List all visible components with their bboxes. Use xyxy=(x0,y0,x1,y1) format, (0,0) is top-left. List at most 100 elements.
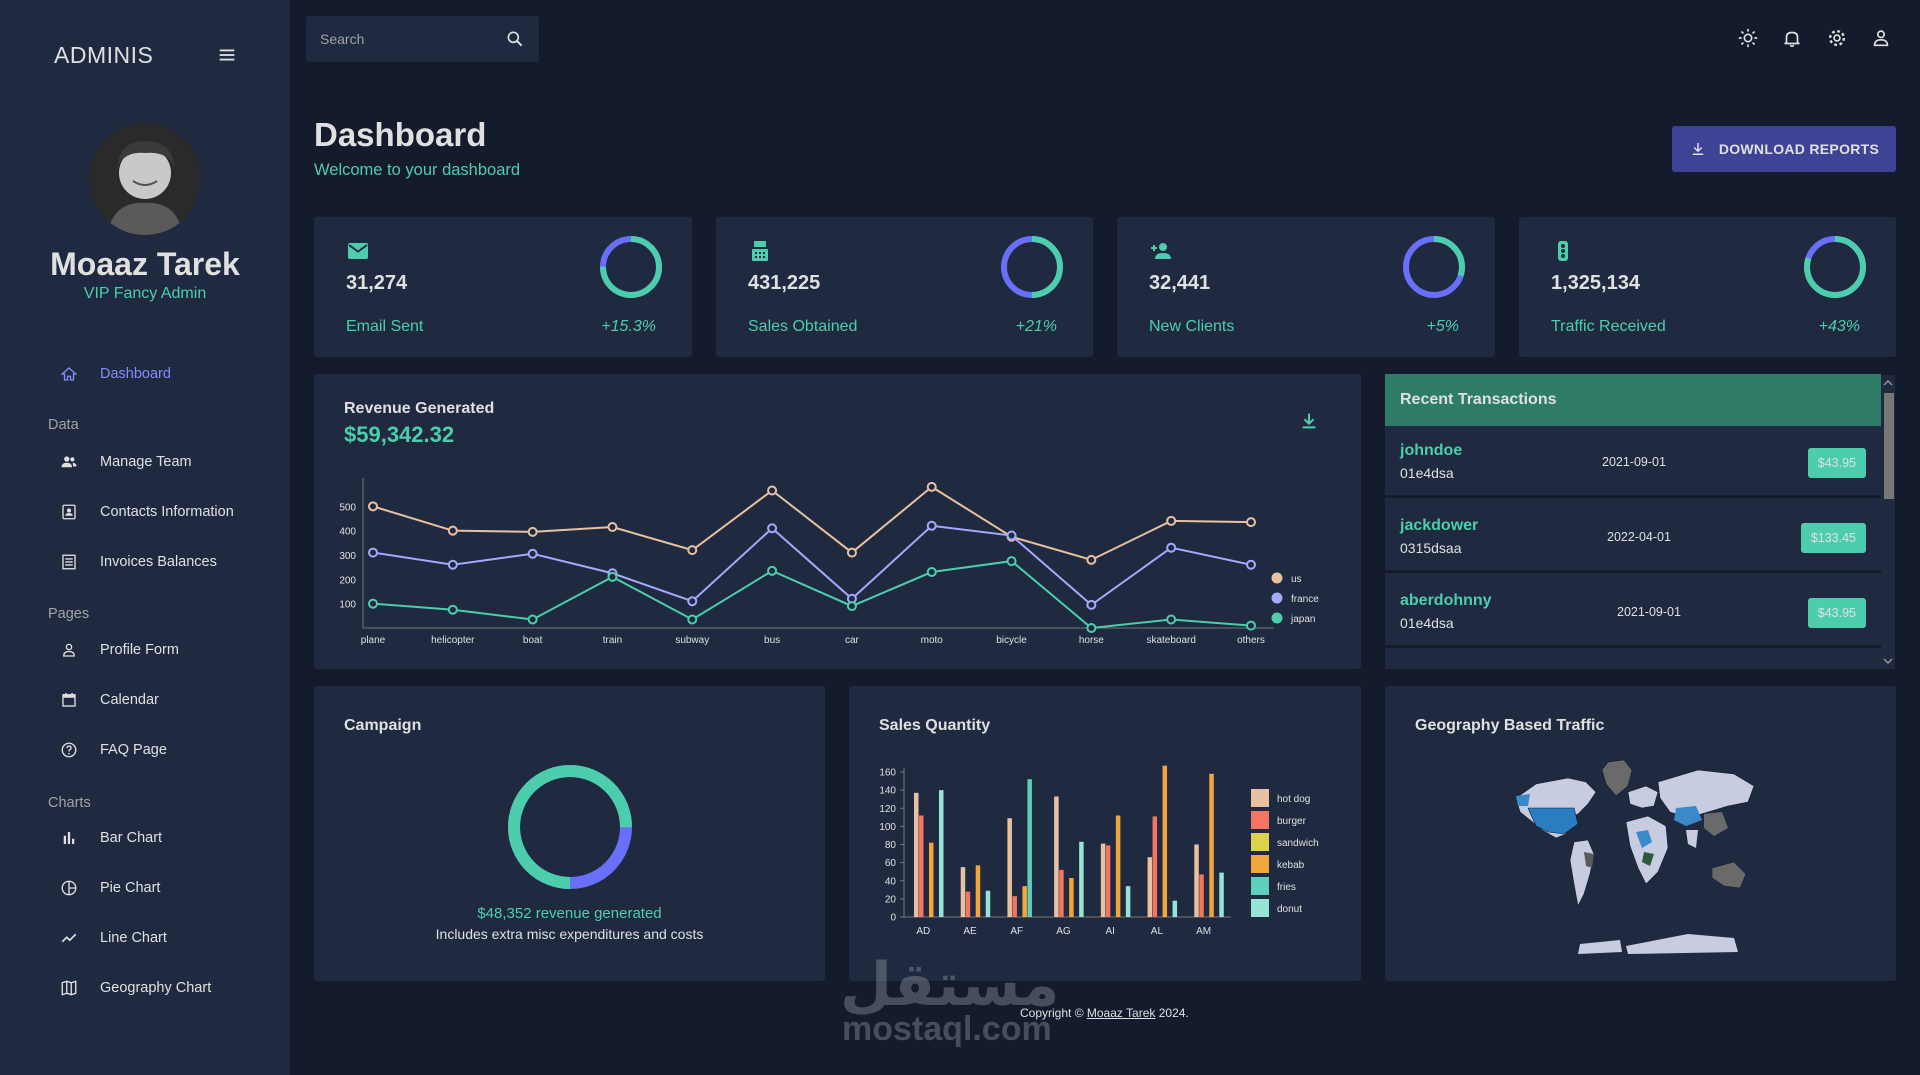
stat-card-sales: 431,225 Sales Obtained +21% xyxy=(716,217,1093,357)
revenue-title: Revenue Generated xyxy=(344,400,495,417)
user-name: Moaaz Tarek xyxy=(50,246,240,282)
menu-toggle-icon[interactable] xyxy=(216,44,238,66)
revenue-card: Revenue Generated $59,342.32 100 200 300 40… xyxy=(314,374,1361,669)
bar-donut xyxy=(1125,886,1131,917)
legend-label: donut xyxy=(1277,904,1302,915)
transaction-row: jackdower 0315dsaa 2022-04-01 $133.45 xyxy=(1385,501,1881,573)
sidebar-item-dashboard[interactable]: Dashboard xyxy=(50,354,270,394)
data-point-france xyxy=(447,559,458,570)
x-tick-label: AD xyxy=(916,926,930,937)
scrollbar-thumb[interactable] xyxy=(1884,393,1894,499)
bar-hot-dog xyxy=(914,792,919,917)
legend-label: us xyxy=(1291,574,1302,585)
data-point-france xyxy=(1166,542,1177,553)
watermark: مستقل mostaql.com xyxy=(840,950,1080,1050)
download-reports-button[interactable]: DOWNLOAD REPORTS xyxy=(1672,126,1896,172)
pie-chart-icon xyxy=(58,877,80,899)
x-tick-label: AI xyxy=(1105,926,1114,937)
data-point-japan xyxy=(1006,556,1017,567)
x-tick-label: car xyxy=(845,635,860,646)
x-tick-label: moto xyxy=(921,635,944,646)
traffic-icon xyxy=(1551,239,1575,268)
notifications-icon[interactable] xyxy=(1781,27,1803,49)
geography-card: Geography Based Traffic xyxy=(1385,686,1896,981)
download-icon[interactable] xyxy=(1298,410,1320,437)
sidebar-item-pie-chart[interactable]: Pie Chart xyxy=(50,868,270,908)
section-pages: Pages xyxy=(48,606,90,622)
sidebar-item-label: Profile Form xyxy=(100,642,179,658)
sidebar-item-label: Bar Chart xyxy=(100,830,163,846)
stat-value: 431,225 xyxy=(748,272,821,294)
transaction-user: jackdower xyxy=(1400,517,1479,534)
data-point-japan xyxy=(767,565,778,576)
sidebar-item-line-chart[interactable]: Line Chart xyxy=(50,918,270,958)
search-bar xyxy=(306,16,539,62)
download-icon xyxy=(1692,143,1704,155)
scroll-up-icon[interactable] xyxy=(1881,377,1895,389)
user-role: VIP Fancy Admin xyxy=(83,285,207,302)
x-tick-label: bus xyxy=(764,635,780,646)
y-tick-label: 20 xyxy=(885,894,897,905)
search-icon[interactable] xyxy=(505,29,525,54)
series-line-japan xyxy=(372,560,1252,630)
legend-swatch xyxy=(1251,899,1269,917)
stat-card-traffic: 1,325,134 Traffic Received +43% xyxy=(1519,217,1896,357)
light-mode-icon[interactable] xyxy=(1737,27,1759,49)
stat-label: New Clients xyxy=(1149,318,1235,335)
bar-kebab xyxy=(1022,886,1027,917)
revenue-line-chart: 100 200 300 400 500 plane helicopter boat train s… xyxy=(339,478,1319,646)
watermark-arabic: مستقل xyxy=(840,950,1060,1020)
account-icon[interactable] xyxy=(1870,27,1892,49)
data-point-japan xyxy=(607,571,618,582)
data-point-japan xyxy=(1166,614,1177,625)
person-add-icon xyxy=(1149,239,1173,268)
stat-value: 1,325,134 xyxy=(1551,272,1640,294)
sidebar-item-label: Geography Chart xyxy=(100,980,212,996)
transaction-row: aberdohnny 01e4dsa 2021-09-01 $43.95 xyxy=(1385,576,1881,648)
sidebar-item-contacts[interactable]: Contacts Information xyxy=(50,492,270,532)
sidebar-item-geography-chart[interactable]: Geography Chart xyxy=(50,968,270,1008)
sidebar-item-bar-chart[interactable]: Bar Chart xyxy=(50,818,270,858)
transaction-id: 01e4dsa xyxy=(1400,615,1454,631)
stat-label: Sales Obtained xyxy=(748,318,858,335)
stat-increase: +43% xyxy=(1818,318,1860,335)
receipt-icon xyxy=(58,551,80,573)
campaign-progress-circle xyxy=(508,765,632,889)
transaction-cost: $43.95 xyxy=(1807,448,1866,478)
settings-icon[interactable] xyxy=(1826,27,1848,49)
legend-label: sandwich xyxy=(1277,838,1319,849)
search-input[interactable] xyxy=(320,28,490,50)
footer-author-link[interactable]: Moaaz Tarek xyxy=(1086,1006,1156,1020)
bar-kebab xyxy=(1209,773,1214,917)
sidebar-item-faq[interactable]: FAQ Page xyxy=(50,730,270,770)
stat-increase: +21% xyxy=(1015,318,1057,335)
bar-hot-dog xyxy=(1054,796,1059,917)
geography-title: Geography Based Traffic xyxy=(1415,717,1605,734)
x-tick-label: AM xyxy=(1196,926,1211,937)
legend-swatch xyxy=(1271,612,1283,624)
y-tick-label: 100 xyxy=(879,822,896,833)
bar-burger xyxy=(1105,845,1111,917)
sidebar-item-invoices[interactable]: Invoices Balances xyxy=(50,542,270,582)
legend-swatch xyxy=(1251,877,1269,895)
data-point-us xyxy=(607,522,618,533)
bar-donut xyxy=(1219,872,1224,917)
sidebar-item-manage-team[interactable]: Manage Team xyxy=(50,442,270,482)
series-line-france xyxy=(372,524,1252,607)
transaction-cost: $133.45 xyxy=(1800,523,1866,553)
sidebar-item-profile-form[interactable]: Profile Form xyxy=(50,630,270,670)
legend-label: japan xyxy=(1290,614,1315,625)
brand-logo: ADMINIS xyxy=(54,42,154,68)
legend-swatch xyxy=(1271,592,1283,604)
email-icon xyxy=(346,239,370,268)
x-tick-label: horse xyxy=(1079,635,1104,646)
transactions-scrollbar[interactable] xyxy=(1881,375,1895,669)
scroll-down-icon[interactable] xyxy=(1881,655,1895,667)
transactions-header: Recent Transactions xyxy=(1385,374,1881,426)
stat-card-clients: 32,441 New Clients +5% xyxy=(1117,217,1495,357)
stat-label: Traffic Received xyxy=(1551,318,1666,335)
sidebar-item-label: Line Chart xyxy=(100,930,167,946)
transactions-title: Recent Transactions xyxy=(1400,391,1557,408)
campaign-note: Includes extra misc expenditures and cos… xyxy=(435,926,704,942)
sidebar-item-calendar[interactable]: Calendar xyxy=(50,680,270,720)
